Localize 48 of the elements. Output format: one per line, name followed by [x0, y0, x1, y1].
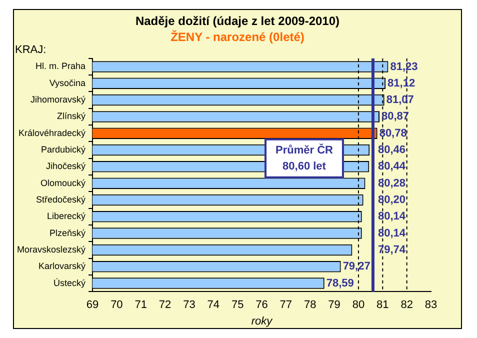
data-label: 78,59 [326, 277, 354, 290]
data-label: 80,44 [378, 160, 406, 173]
x-tick-label: 70 [110, 299, 123, 312]
x-axis-title: roky [251, 315, 274, 328]
y-tick-label: Liberecký [46, 211, 86, 222]
x-tick-label: 71 [134, 299, 147, 312]
chart-subtitle: ŽENY - narozené (0leté) [170, 30, 306, 44]
x-tick-label: 79 [328, 299, 340, 312]
x-tick-label: 74 [207, 299, 220, 312]
data-label: 81,23 [390, 60, 418, 73]
x-tick-label: 78 [304, 299, 316, 312]
data-label: 80,78 [379, 127, 407, 140]
data-label: 80,20 [378, 194, 406, 206]
x-tick-label: 72 [158, 299, 172, 312]
x-tick-label: 80 [352, 299, 365, 312]
data-label: 80,87 [382, 110, 410, 123]
x-tick-label: 76 [256, 299, 268, 312]
y-tick-label: Ústecký [54, 278, 86, 288]
y-tick-label: Pardubický [40, 144, 86, 154]
chart-title: Naděje dožití (údaje z let 2009-2010) [134, 14, 341, 28]
data-label: 80,14 [378, 227, 406, 240]
y-tick-label: Plzeňský [50, 228, 86, 238]
y-tick-label: Moravskoslezský [17, 244, 86, 254]
ref-line-label: Průměr ČR 80,60 let [276, 143, 334, 172]
x-tick-label: 83 [424, 299, 438, 312]
y-tick-label: Jihočeský [46, 161, 86, 172]
y-tick-label: Karlovarský [38, 261, 86, 272]
y-tick-label: Jihomoravský [30, 94, 86, 105]
y-tick-label: Zlínský [57, 111, 86, 122]
y-axis-title: KRAJ: [15, 44, 46, 56]
y-tick-label: Královéhradecký [18, 128, 86, 138]
y-tick-label: Vysočina [49, 78, 86, 88]
y-tick-label: Olomoucký [40, 178, 86, 188]
data-label: 79,74 [378, 244, 406, 256]
x-tick-label: 75 [231, 299, 244, 312]
data-label: 80,46 [378, 144, 406, 156]
data-label: 80,28 [378, 177, 406, 190]
data-label: 81,07 [386, 94, 414, 106]
x-tick-label: 77 [280, 299, 292, 312]
x-tick-label: 81 [376, 299, 389, 312]
data-label: 80,14 [378, 210, 406, 223]
y-tick-label: Středočeský [36, 194, 86, 204]
x-tick-label: 69 [86, 299, 99, 312]
data-label: 79,27 [342, 260, 370, 273]
x-tick-label: 82 [400, 299, 413, 312]
y-tick-label: Hl. m. Praha [36, 61, 86, 72]
x-tick-label: 73 [183, 299, 196, 312]
data-label: 81,12 [388, 77, 416, 90]
